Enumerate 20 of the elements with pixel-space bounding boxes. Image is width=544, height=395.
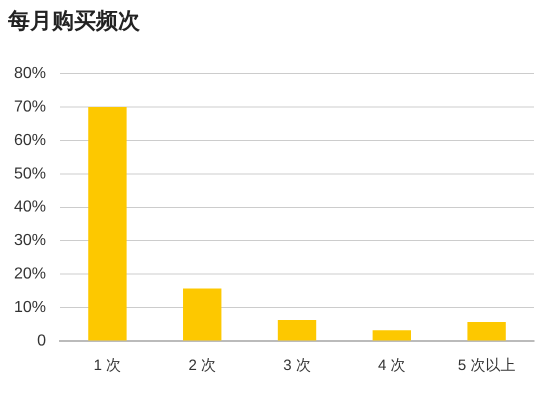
x-tick-label: 4 次 bbox=[378, 357, 406, 374]
y-tick-label: 30% bbox=[14, 232, 46, 250]
x-tick-label: 1 次 bbox=[94, 357, 122, 374]
y-tick-label: 20% bbox=[14, 266, 46, 283]
bar bbox=[278, 320, 316, 340]
bar bbox=[88, 107, 127, 340]
x-tick-label: 5 次以上 bbox=[458, 357, 516, 374]
y-tick-label: 40% bbox=[14, 198, 46, 216]
y-tick-label: 50% bbox=[14, 165, 46, 182]
y-tick-label: 80% bbox=[14, 65, 46, 82]
y-tick-label: 0 bbox=[37, 332, 46, 350]
x-tick-label: 3 次 bbox=[283, 357, 311, 374]
chart-title: 每月购买频次 bbox=[8, 8, 140, 36]
y-tick-label: 10% bbox=[14, 298, 46, 316]
bar bbox=[467, 322, 506, 340]
y-tick-label: 60% bbox=[14, 132, 46, 149]
bar bbox=[372, 330, 412, 340]
y-tick-label: 70% bbox=[14, 98, 46, 116]
bar bbox=[183, 288, 222, 340]
x-tick-label: 2 次 bbox=[188, 357, 216, 374]
